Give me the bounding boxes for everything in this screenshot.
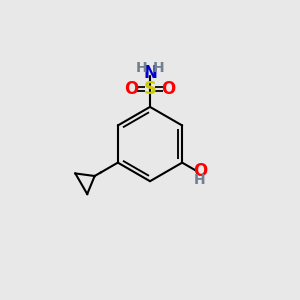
Text: O: O [193,162,207,180]
Text: O: O [162,80,176,98]
Text: H: H [153,61,165,75]
Text: H: H [135,61,147,75]
Text: O: O [124,80,138,98]
Text: H: H [194,173,206,187]
Text: N: N [143,64,157,82]
Text: S: S [143,80,157,98]
